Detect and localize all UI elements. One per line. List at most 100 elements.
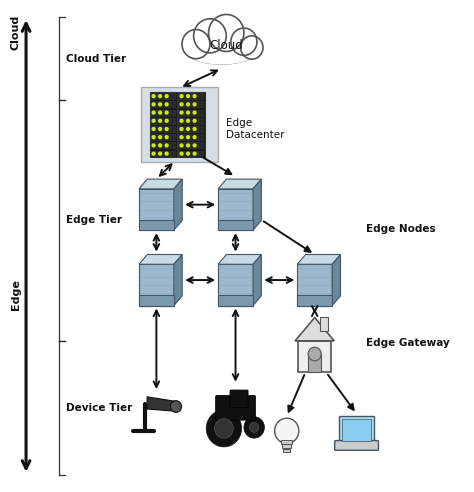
Circle shape: [180, 94, 183, 97]
FancyBboxPatch shape: [179, 101, 203, 107]
Circle shape: [165, 136, 168, 139]
Polygon shape: [139, 179, 182, 189]
Circle shape: [180, 103, 183, 106]
Circle shape: [180, 152, 183, 155]
Circle shape: [187, 111, 190, 114]
Circle shape: [152, 103, 155, 106]
Circle shape: [180, 127, 183, 130]
Ellipse shape: [186, 38, 257, 63]
FancyBboxPatch shape: [179, 134, 203, 140]
Circle shape: [187, 94, 190, 97]
FancyBboxPatch shape: [151, 143, 175, 149]
Circle shape: [308, 347, 321, 361]
Polygon shape: [295, 317, 334, 341]
Circle shape: [193, 111, 196, 114]
Circle shape: [152, 111, 155, 114]
Circle shape: [244, 417, 264, 438]
Circle shape: [159, 94, 162, 97]
Circle shape: [152, 144, 155, 147]
Polygon shape: [253, 179, 261, 230]
Circle shape: [187, 120, 190, 122]
FancyBboxPatch shape: [141, 87, 218, 162]
Circle shape: [193, 120, 196, 122]
Circle shape: [159, 152, 162, 155]
Circle shape: [231, 28, 257, 55]
Polygon shape: [174, 254, 182, 306]
FancyBboxPatch shape: [230, 390, 248, 407]
Text: Edge: Edge: [11, 279, 21, 310]
FancyBboxPatch shape: [150, 92, 177, 157]
Circle shape: [193, 136, 196, 139]
Circle shape: [165, 152, 168, 155]
FancyBboxPatch shape: [179, 118, 203, 123]
Polygon shape: [297, 254, 340, 264]
Text: Edge Tier: Edge Tier: [65, 215, 122, 225]
FancyBboxPatch shape: [283, 449, 291, 452]
Circle shape: [159, 120, 162, 122]
Circle shape: [165, 94, 168, 97]
Circle shape: [152, 127, 155, 130]
Circle shape: [187, 127, 190, 130]
FancyBboxPatch shape: [139, 189, 174, 230]
Polygon shape: [174, 179, 182, 230]
Circle shape: [152, 152, 155, 155]
Circle shape: [194, 19, 226, 53]
FancyBboxPatch shape: [151, 118, 175, 123]
Polygon shape: [139, 254, 182, 264]
FancyBboxPatch shape: [282, 444, 292, 448]
Circle shape: [159, 127, 162, 130]
Polygon shape: [218, 254, 261, 264]
FancyBboxPatch shape: [297, 264, 332, 306]
FancyBboxPatch shape: [139, 295, 174, 306]
Text: Cloud Tier: Cloud Tier: [65, 54, 126, 64]
FancyBboxPatch shape: [179, 126, 203, 132]
Text: Edge
Datacenter: Edge Datacenter: [226, 118, 285, 140]
Circle shape: [180, 144, 183, 147]
Polygon shape: [253, 254, 261, 306]
FancyBboxPatch shape: [151, 134, 175, 140]
Circle shape: [193, 94, 196, 97]
Polygon shape: [332, 254, 340, 306]
Circle shape: [187, 136, 190, 139]
FancyBboxPatch shape: [218, 189, 253, 230]
Circle shape: [206, 410, 242, 447]
Text: Edge Nodes: Edge Nodes: [366, 224, 436, 234]
FancyBboxPatch shape: [218, 220, 253, 230]
Circle shape: [274, 418, 299, 443]
Circle shape: [187, 103, 190, 106]
Circle shape: [249, 423, 259, 432]
Circle shape: [241, 36, 263, 59]
Circle shape: [193, 127, 196, 130]
Circle shape: [159, 136, 162, 139]
FancyBboxPatch shape: [308, 354, 321, 372]
FancyBboxPatch shape: [218, 295, 253, 306]
FancyBboxPatch shape: [179, 93, 203, 99]
FancyBboxPatch shape: [151, 126, 175, 132]
FancyBboxPatch shape: [298, 341, 331, 372]
Circle shape: [187, 144, 190, 147]
Circle shape: [180, 136, 183, 139]
FancyBboxPatch shape: [297, 295, 332, 306]
FancyBboxPatch shape: [216, 396, 255, 420]
Polygon shape: [218, 179, 261, 189]
Circle shape: [193, 103, 196, 106]
Polygon shape: [147, 397, 177, 411]
FancyBboxPatch shape: [179, 151, 203, 156]
Circle shape: [170, 400, 182, 412]
Circle shape: [193, 144, 196, 147]
Text: Device Tier: Device Tier: [65, 403, 132, 413]
Circle shape: [180, 111, 183, 114]
FancyBboxPatch shape: [335, 440, 378, 450]
Text: Cloud: Cloud: [210, 38, 243, 52]
Circle shape: [159, 103, 162, 106]
FancyBboxPatch shape: [151, 151, 175, 156]
Circle shape: [159, 144, 162, 147]
FancyBboxPatch shape: [179, 143, 203, 149]
Circle shape: [180, 120, 183, 122]
FancyBboxPatch shape: [179, 110, 203, 116]
Text: Cloud: Cloud: [11, 14, 21, 50]
Circle shape: [165, 120, 168, 122]
Circle shape: [209, 14, 244, 52]
Circle shape: [193, 152, 196, 155]
FancyBboxPatch shape: [342, 419, 372, 440]
